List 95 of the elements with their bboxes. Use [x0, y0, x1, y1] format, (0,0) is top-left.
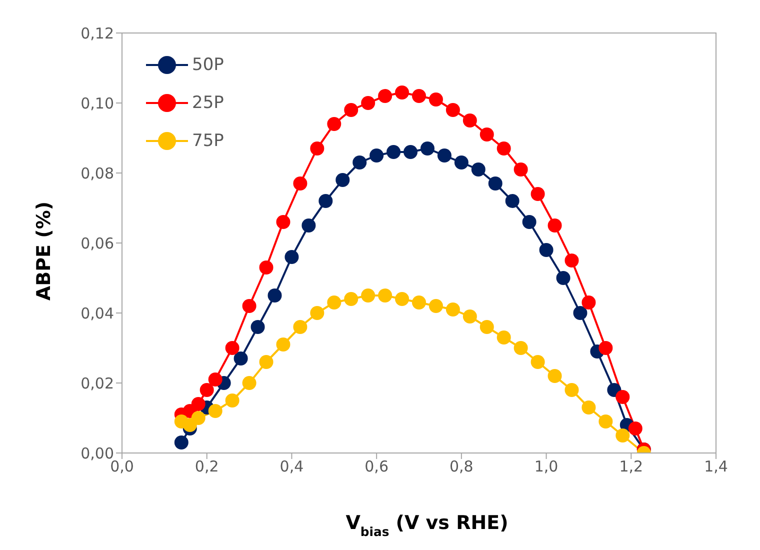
legend-label: 25P: [192, 93, 224, 113]
point: [616, 390, 630, 404]
point: [564, 383, 579, 397]
point: [242, 376, 256, 390]
point: [225, 341, 240, 355]
point: [310, 306, 324, 320]
point: [370, 148, 384, 162]
point: [344, 292, 358, 306]
point: [556, 271, 570, 285]
legend-label: 50P: [192, 55, 224, 75]
x-tick-label: 1,4: [704, 458, 728, 476]
point: [378, 89, 392, 103]
point: [573, 306, 588, 320]
y-tick-label: 0,08: [80, 164, 114, 182]
point: [548, 218, 562, 232]
point: [361, 288, 376, 302]
point: [208, 404, 222, 418]
x-axis-title: V$_{bias}$ (V vs RHE): [346, 512, 508, 539]
point: [318, 194, 333, 208]
point: [327, 117, 342, 131]
point: [462, 114, 477, 128]
point: [276, 215, 290, 229]
x-tick-label: 0,6: [364, 458, 388, 476]
point: [548, 369, 562, 383]
point: [284, 250, 299, 264]
point: [191, 411, 206, 425]
point: [628, 422, 642, 436]
point: [174, 436, 188, 450]
point: [208, 372, 222, 386]
point: [242, 299, 256, 313]
point: [539, 243, 554, 257]
x-tick-label: 1,0: [534, 458, 558, 476]
y-tick-label: 0,12: [80, 24, 114, 42]
point: [225, 394, 240, 408]
point: [293, 176, 308, 190]
point: [522, 215, 536, 229]
point: [234, 352, 248, 366]
point: [344, 103, 358, 117]
point: [412, 89, 426, 103]
point: [496, 330, 511, 344]
x-tick-label: 0,8: [450, 458, 474, 476]
x-tick-label: 0,0: [110, 458, 134, 476]
point: [446, 103, 460, 117]
point: [616, 428, 630, 442]
point: [395, 292, 410, 306]
point: [462, 310, 477, 324]
point: [505, 194, 520, 208]
point: [412, 296, 426, 310]
y-tick-label: 0,06: [80, 234, 114, 252]
point: [471, 162, 486, 176]
point: [336, 173, 350, 187]
point: [598, 341, 613, 355]
x-tick-label: 0,2: [194, 458, 219, 476]
point: [446, 302, 460, 316]
y-tick-label: 0,10: [80, 94, 114, 112]
point: [191, 397, 206, 411]
point: [327, 296, 342, 310]
y-tick-label: 0,04: [80, 304, 114, 322]
point: [361, 96, 376, 110]
point: [268, 288, 282, 302]
point: [420, 142, 434, 156]
point: [293, 320, 308, 334]
point: [200, 383, 214, 397]
point: [259, 260, 274, 274]
point: [530, 187, 545, 201]
point: [428, 299, 443, 313]
point: [496, 142, 511, 156]
y-axis-title: ABPE (%): [33, 201, 55, 301]
point: [598, 414, 613, 428]
point: [454, 156, 468, 170]
point: [259, 355, 274, 369]
point: [395, 86, 410, 100]
point: [428, 92, 443, 106]
point: [250, 320, 265, 334]
point: [352, 156, 367, 170]
x-tick-label: 1,2: [619, 458, 644, 476]
point: [582, 400, 596, 414]
point: [378, 288, 392, 302]
point: [582, 296, 596, 310]
point: [404, 145, 418, 159]
x-tick-label: 0,4: [280, 458, 304, 476]
point: [488, 176, 502, 190]
point: [386, 145, 401, 159]
point: [310, 142, 324, 156]
point: [480, 128, 494, 142]
y-tick-label: 0,02: [80, 374, 114, 392]
point: [514, 341, 528, 355]
point: [437, 148, 452, 162]
point: [530, 355, 545, 369]
point: [276, 338, 290, 352]
point: [514, 162, 528, 176]
point: [302, 218, 316, 232]
legend-label: 75P: [192, 131, 224, 151]
point: [480, 320, 494, 334]
point: [564, 254, 579, 268]
